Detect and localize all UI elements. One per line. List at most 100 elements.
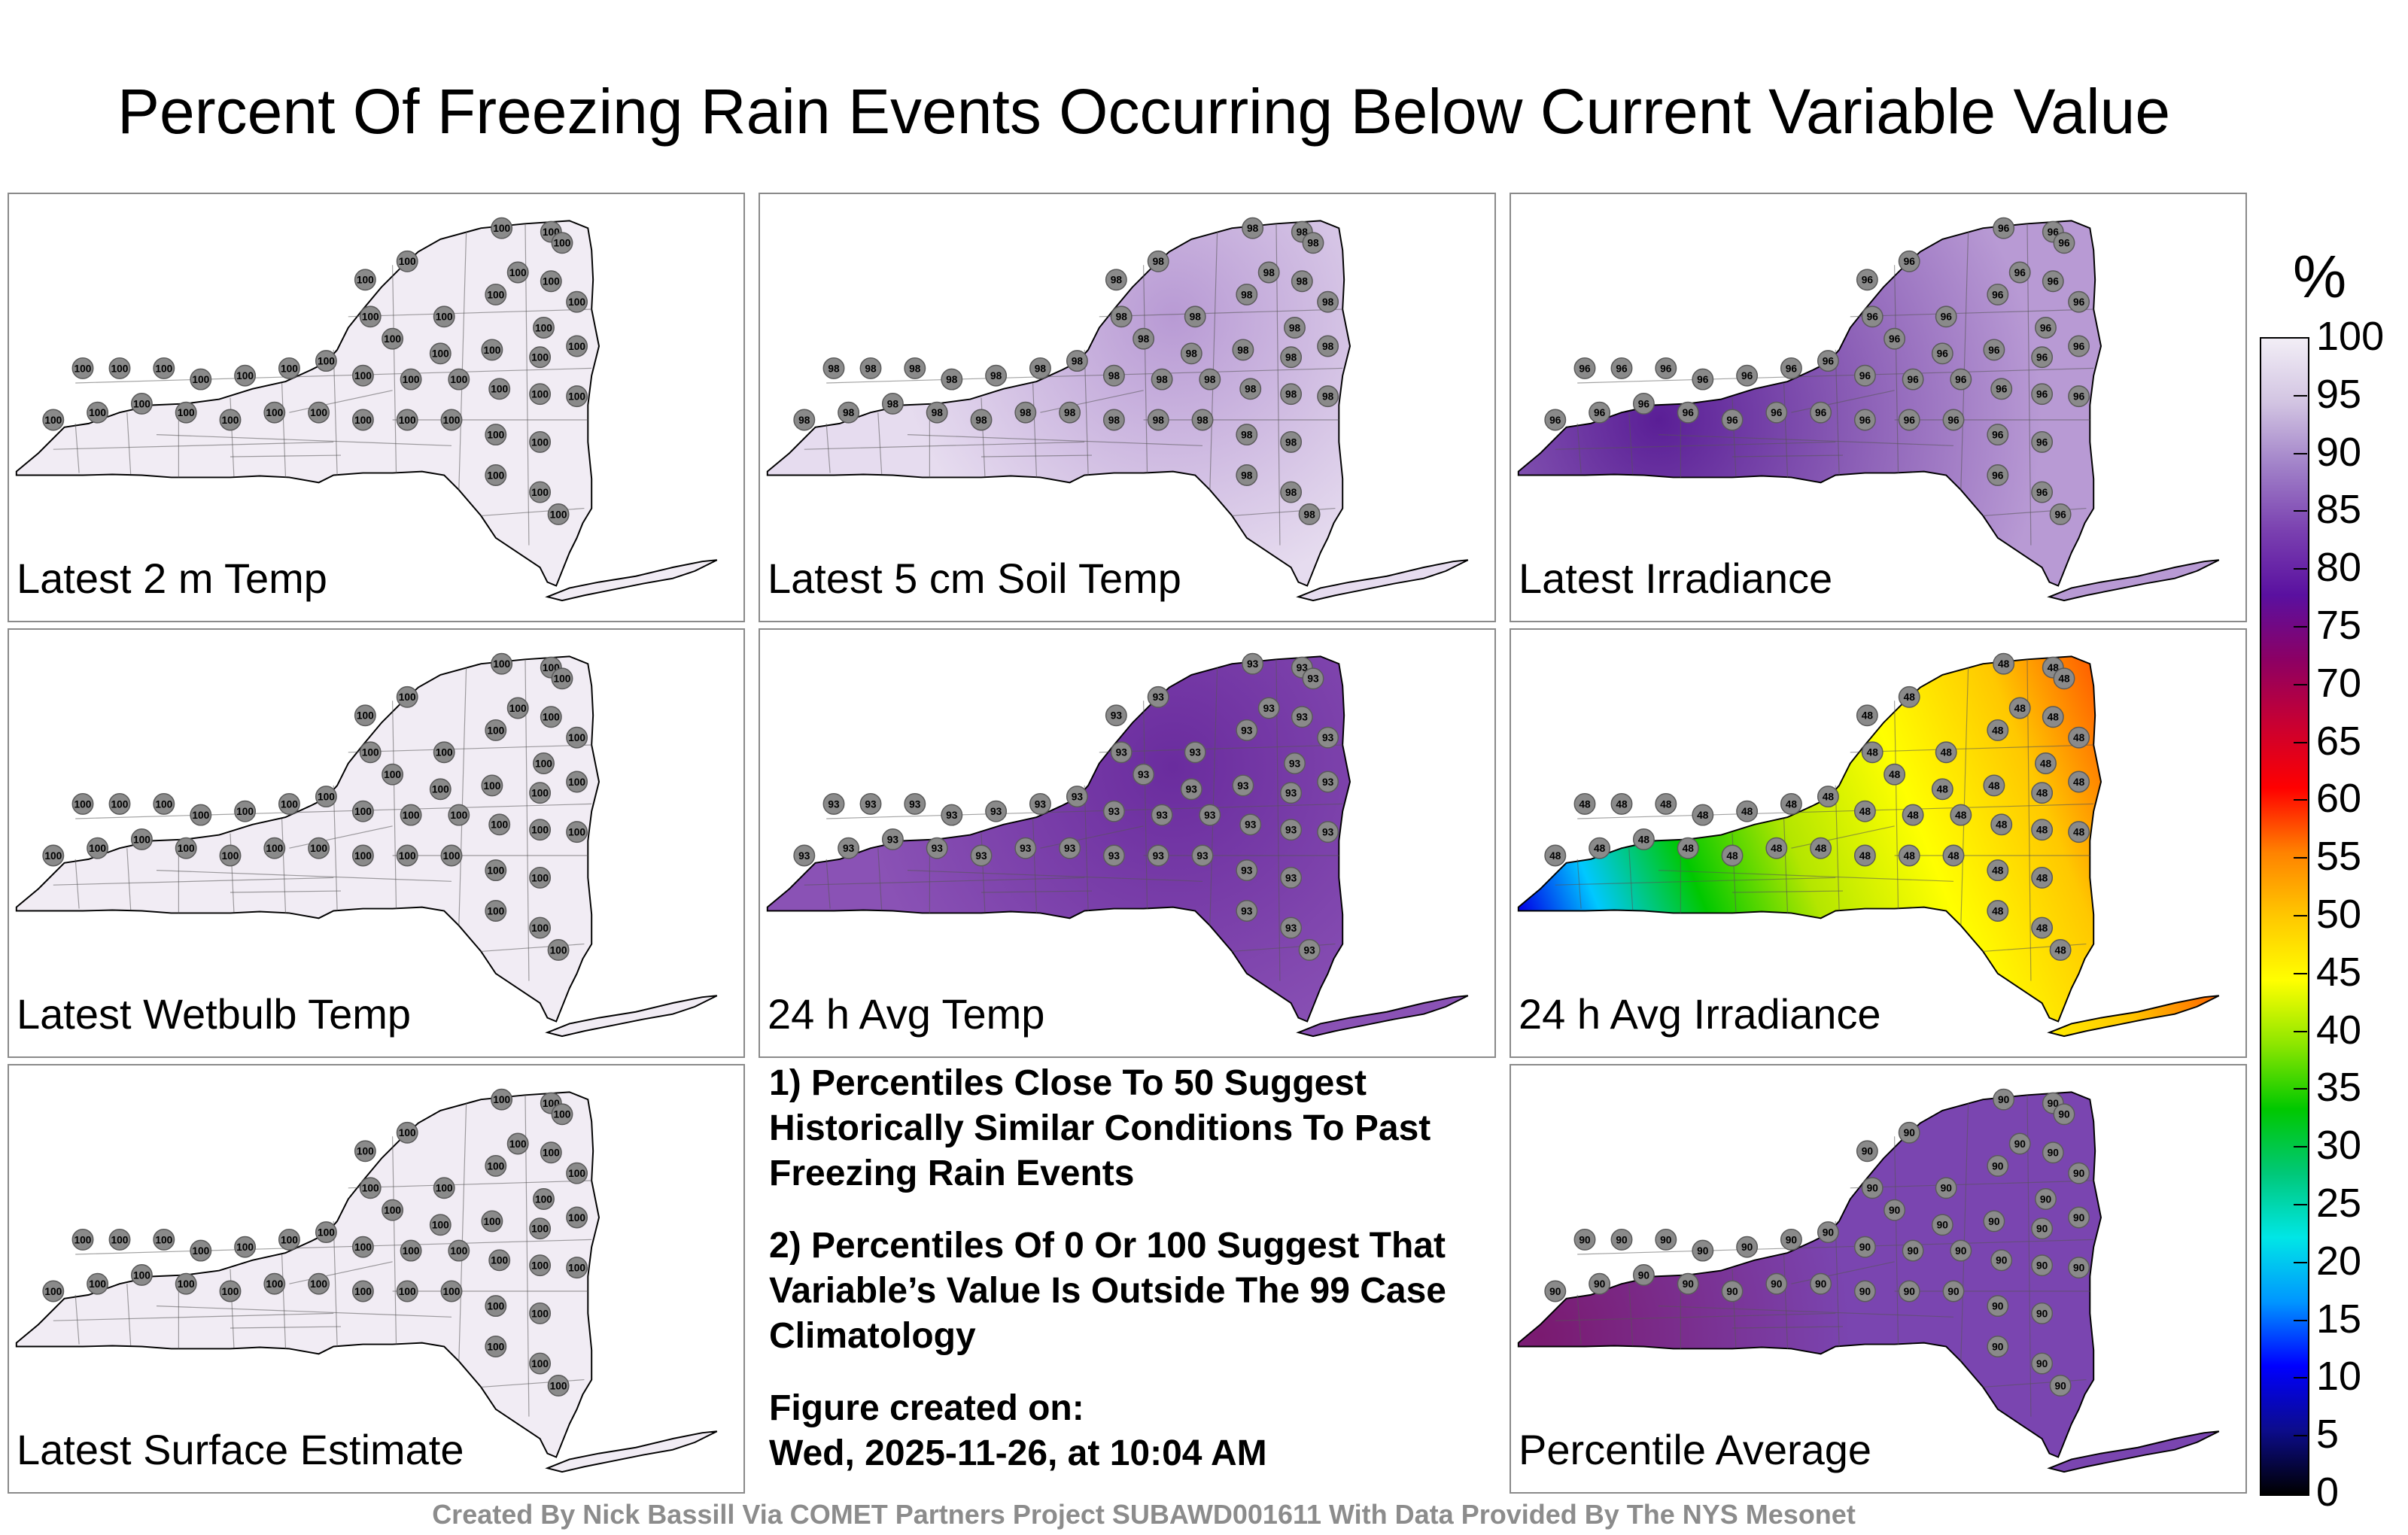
station-value: 96 bbox=[2048, 226, 2060, 238]
station-value: 90 bbox=[1992, 1160, 2004, 1172]
station-marker bbox=[315, 1221, 337, 1244]
station-marker bbox=[941, 368, 963, 391]
station-marker bbox=[1236, 900, 1258, 922]
station-value: 90 bbox=[2040, 1193, 2052, 1205]
station-marker bbox=[1147, 250, 1169, 272]
station-marker bbox=[1677, 401, 1699, 424]
station-value: 93 bbox=[1307, 673, 1319, 685]
station-value: 98 bbox=[1237, 345, 1249, 356]
station-value: 90 bbox=[2036, 1358, 2048, 1369]
colorbar-tick-mark bbox=[2294, 741, 2307, 743]
county-line bbox=[1850, 309, 2094, 318]
station-marker bbox=[1655, 792, 1677, 815]
station-marker bbox=[1987, 719, 2009, 741]
station-value: 48 bbox=[1616, 798, 1628, 810]
station-value: 100 bbox=[432, 348, 449, 360]
station-value: 98 bbox=[1072, 356, 1084, 367]
station-marker bbox=[1810, 837, 1832, 859]
station-value: 98 bbox=[798, 415, 810, 426]
station-value: 100 bbox=[155, 798, 172, 810]
station-value: 93 bbox=[887, 834, 899, 845]
station-value: 98 bbox=[1204, 374, 1216, 385]
station-value: 100 bbox=[543, 712, 560, 723]
station-marker bbox=[1133, 327, 1155, 350]
station-marker bbox=[130, 1263, 153, 1286]
station-value: 90 bbox=[2054, 1380, 2066, 1391]
station-marker bbox=[1232, 339, 1254, 361]
county-line bbox=[289, 825, 393, 849]
station-marker bbox=[481, 774, 503, 797]
station-value: 100 bbox=[222, 415, 239, 426]
station-marker bbox=[1180, 778, 1202, 801]
station-marker bbox=[2031, 1254, 2054, 1277]
station-marker bbox=[87, 1272, 109, 1295]
station-value: 98 bbox=[909, 363, 921, 374]
station-value: 100 bbox=[550, 1380, 567, 1391]
colorbar-tick-mark bbox=[2294, 915, 2307, 916]
station-value: 93 bbox=[1241, 905, 1253, 916]
station-value: 100 bbox=[222, 850, 239, 862]
station-marker bbox=[2031, 346, 2054, 369]
station-marker bbox=[566, 385, 588, 408]
station-marker bbox=[1544, 409, 1567, 431]
station-value: 90 bbox=[1904, 1286, 1916, 1297]
station-marker bbox=[1983, 339, 2005, 361]
station-value: 90 bbox=[1638, 1269, 1650, 1281]
county-line bbox=[1791, 825, 1895, 849]
note-2: 2) Percentiles Of 0 Or 100 Suggest That … bbox=[769, 1226, 1446, 1356]
station-marker bbox=[1884, 763, 1906, 786]
station-value: 93 bbox=[843, 843, 855, 854]
station-marker bbox=[540, 270, 562, 293]
station-marker bbox=[440, 844, 463, 867]
station-marker bbox=[1066, 786, 1088, 808]
figure-title: Percent Of Freezing Rain Events Occurrin… bbox=[117, 76, 2171, 147]
county-line bbox=[53, 1312, 334, 1321]
colorbar-tick-mark bbox=[2294, 452, 2307, 454]
station-value: 98 bbox=[1108, 370, 1120, 381]
station-marker bbox=[529, 916, 552, 939]
station-value: 100 bbox=[310, 1278, 327, 1290]
station-marker bbox=[308, 401, 330, 424]
station-marker bbox=[263, 401, 286, 424]
station-marker bbox=[2053, 667, 2075, 690]
station-marker bbox=[2031, 866, 2054, 889]
station-value: 100 bbox=[568, 827, 585, 838]
station-value: 100 bbox=[403, 1245, 420, 1257]
colorbar-tick-mark bbox=[2294, 1319, 2307, 1321]
station-marker bbox=[153, 1228, 175, 1251]
colorbar-tick: 70 bbox=[2316, 660, 2362, 706]
long-island-outline bbox=[2047, 559, 2220, 602]
station-marker bbox=[308, 1272, 330, 1295]
county-line bbox=[804, 877, 1085, 886]
station-value: 100 bbox=[266, 407, 283, 418]
station-value: 100 bbox=[568, 341, 585, 352]
station-value: 93 bbox=[1303, 944, 1315, 956]
station-value: 93 bbox=[1035, 798, 1047, 810]
station-marker bbox=[1236, 464, 1258, 486]
station-value: 90 bbox=[1683, 1278, 1695, 1290]
station-marker bbox=[278, 357, 300, 379]
station-marker bbox=[1280, 481, 1303, 503]
station-value: 93 bbox=[1237, 780, 1249, 792]
county-line bbox=[156, 870, 452, 882]
station-value: 93 bbox=[1111, 710, 1123, 722]
station-value: 93 bbox=[1285, 872, 1297, 883]
colorbar-tick: 30 bbox=[2316, 1123, 2362, 1169]
station-value: 93 bbox=[1156, 810, 1168, 821]
station-value: 90 bbox=[1660, 1234, 1672, 1245]
station-marker bbox=[234, 800, 257, 822]
station-marker bbox=[1983, 1210, 2005, 1233]
station-marker bbox=[2008, 261, 2031, 284]
station-marker bbox=[1317, 726, 1339, 749]
station-marker bbox=[1902, 804, 1924, 826]
station-marker bbox=[396, 409, 418, 431]
station-value: 100 bbox=[384, 1205, 401, 1216]
station-marker bbox=[1102, 364, 1125, 387]
station-value: 100 bbox=[531, 788, 549, 799]
station-value: 100 bbox=[509, 1138, 527, 1150]
station-value: 100 bbox=[568, 1212, 585, 1223]
station-marker bbox=[308, 837, 330, 859]
station-marker bbox=[1950, 368, 1972, 391]
station-value: 100 bbox=[531, 487, 549, 498]
station-marker bbox=[1110, 741, 1133, 764]
